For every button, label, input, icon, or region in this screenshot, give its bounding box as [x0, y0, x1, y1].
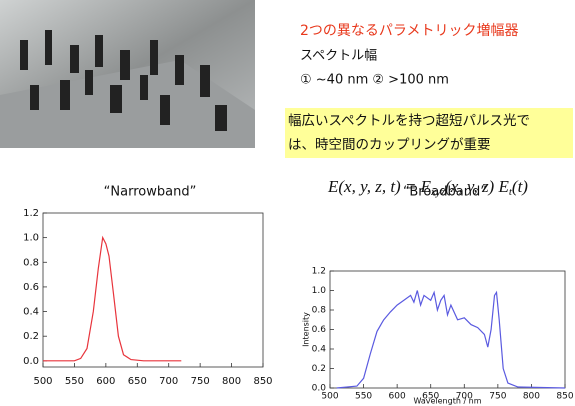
x-tick-label: 550 — [355, 392, 372, 402]
chart-title: “Narrowband” — [104, 185, 197, 200]
eq-part: E(x, y, z, t) = E — [327, 177, 432, 196]
x-tick-label: 600 — [96, 376, 115, 387]
y-tick-label: 0.6 — [312, 325, 327, 335]
line — [336, 290, 566, 389]
y-tick-label: 0.2 — [312, 364, 326, 374]
y-tick-label: 0.4 — [312, 345, 327, 355]
y-tick-label: 1.2 — [312, 267, 326, 277]
y-tick-label: 0.4 — [23, 307, 39, 318]
note-box — [285, 108, 573, 158]
subheading: スペクトル幅 — [300, 49, 377, 64]
plot-frame — [42, 212, 264, 368]
x-tick-label: 500 — [33, 376, 52, 387]
y-tick-label: 1.0 — [23, 233, 39, 244]
eq-part: (t) — [512, 177, 528, 196]
x-tick-label: 700 — [159, 376, 178, 387]
note-line: は、時空間のカップリングが重要 — [288, 137, 491, 153]
eq-sub: xyz — [430, 186, 446, 198]
heading: 2つの異なるパラメトリック増幅器 — [300, 23, 519, 39]
x-tick-label: 750 — [489, 392, 506, 402]
line — [43, 235, 182, 362]
eq-part: (x, y, z) E — [445, 177, 509, 196]
x-tick-label: 700 — [456, 392, 473, 402]
y-axis-label: Intensity — [302, 312, 311, 347]
photo — [0, 0, 255, 148]
eq-sub: t — [509, 186, 513, 198]
x-tick-label: 850 — [556, 392, 573, 402]
equation: E(x, y, z, t) = Exyz(x, y, z) Et(t) — [327, 177, 528, 198]
y-tick-label: 1.0 — [312, 286, 327, 296]
y-tick-label: 0.6 — [23, 282, 39, 293]
y-tick-label: 0.8 — [23, 257, 39, 268]
y-tick-label: 0.0 — [23, 356, 39, 367]
x-tick-label: 550 — [65, 376, 84, 387]
x-axis-label: Wavelength / nm — [413, 397, 481, 406]
x-tick-label: 750 — [191, 376, 210, 387]
y-tick-label: 0.2 — [23, 331, 39, 342]
y-tick-label: 0.0 — [312, 384, 327, 394]
x-tick-label: 600 — [389, 392, 406, 402]
y-tick-label: 0.8 — [312, 306, 327, 316]
widths: ① ~40 nm ② >100 nm — [300, 73, 449, 88]
x-tick-label: 500 — [321, 392, 338, 402]
x-tick-label: 650 — [128, 376, 147, 387]
x-tick-label: 800 — [222, 376, 241, 387]
x-tick-label: 850 — [253, 376, 272, 387]
x-tick-label: 650 — [422, 392, 439, 402]
note-line: 幅広いスペクトルを持つ超短パルス光で — [288, 113, 530, 129]
x-tick-label: 800 — [523, 392, 540, 402]
y-tick-label: 1.2 — [23, 208, 39, 219]
chart-title: “Broadband” — [403, 185, 487, 200]
